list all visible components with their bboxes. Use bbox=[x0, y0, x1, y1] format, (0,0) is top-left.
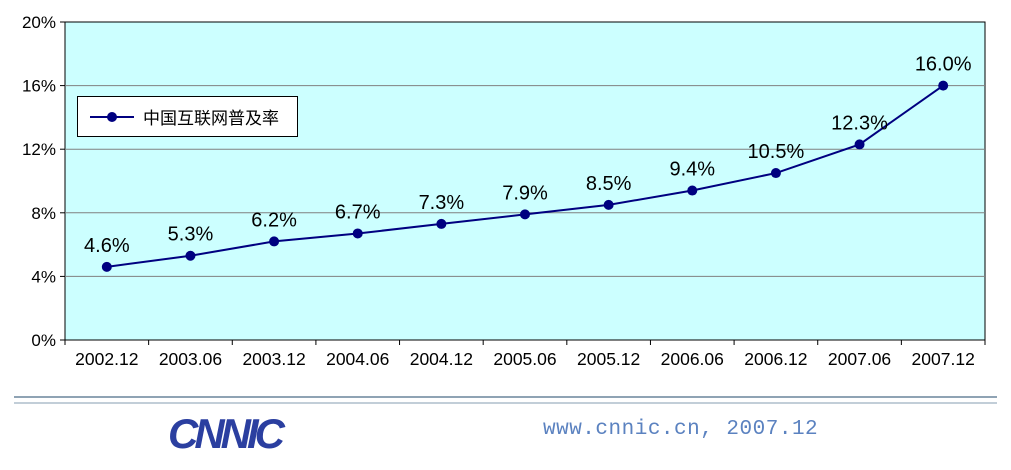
x-category-label: 2002.12 bbox=[75, 349, 138, 369]
data-point-label: 7.3% bbox=[419, 192, 465, 214]
data-point-marker bbox=[687, 185, 698, 196]
y-tick-label: 4% bbox=[31, 267, 56, 286]
chart-canvas: 0% 4% 8% 12% 16% 20% 2002.12 2003.06 2003.12 2004… bbox=[22, 13, 986, 369]
footer-divider bbox=[14, 396, 997, 404]
x-category-label: 2004.06 bbox=[326, 349, 389, 369]
data-point-label: 8.5% bbox=[586, 173, 632, 195]
x-category-label: 2006.12 bbox=[744, 349, 807, 369]
data-point-marker bbox=[520, 209, 530, 220]
data-point-marker bbox=[770, 168, 781, 179]
x-category-label: 2003.06 bbox=[159, 349, 222, 369]
legend: 中国互联网普及率 bbox=[77, 96, 298, 137]
data-point-label: 10.5% bbox=[748, 141, 805, 163]
y-tick-label: 16% bbox=[22, 77, 56, 96]
x-category-label: 2005.12 bbox=[577, 349, 640, 369]
data-point-label: 16.0% bbox=[915, 54, 972, 76]
data-point-label: 6.7% bbox=[335, 201, 381, 223]
data-point-marker bbox=[603, 199, 614, 210]
legend-line-marker-icon bbox=[90, 111, 134, 122]
y-tick-label: 0% bbox=[31, 331, 56, 350]
data-point-label: 5.3% bbox=[168, 224, 214, 246]
plot-area bbox=[64, 21, 986, 341]
x-category-label: 2006.06 bbox=[661, 349, 724, 369]
x-category-label: 2003.12 bbox=[242, 349, 305, 369]
data-point-marker bbox=[436, 218, 447, 229]
data-point-label: 4.6% bbox=[84, 235, 130, 257]
x-category-label: 2005.06 bbox=[493, 349, 556, 369]
y-tick-label: 20% bbox=[22, 13, 56, 32]
data-point-label: 6.2% bbox=[251, 209, 297, 231]
data-point-marker bbox=[352, 228, 363, 239]
data-point-marker bbox=[185, 250, 196, 261]
cnnic-logo: CNNIC bbox=[168, 410, 285, 457]
penetration-rate-chart: 0% 4% 8% 12% 16% 20% 2002.12 2003.06 2003.12 2004… bbox=[22, 13, 986, 369]
data-point-marker bbox=[854, 139, 865, 150]
footer-site-text: www.cnnic.cn, 2007.12 bbox=[543, 418, 819, 441]
data-point-label: 9.4% bbox=[669, 159, 715, 181]
data-point-marker bbox=[938, 80, 949, 91]
y-tick-label: 8% bbox=[31, 204, 56, 223]
x-category-label: 2007.12 bbox=[912, 349, 975, 369]
data-point-label: 12.3% bbox=[831, 112, 888, 134]
y-tick-label: 12% bbox=[22, 140, 56, 159]
data-point-marker bbox=[101, 261, 112, 272]
x-category-label: 2007.06 bbox=[828, 349, 891, 369]
x-category-label: 2004.12 bbox=[410, 349, 473, 369]
data-point-marker bbox=[269, 236, 280, 247]
legend-label: 中国互联网普及率 bbox=[143, 109, 279, 128]
data-point-label: 7.9% bbox=[502, 182, 548, 204]
footer: CNNIC www.cnnic.cn, 2007.12 bbox=[0, 404, 1011, 468]
